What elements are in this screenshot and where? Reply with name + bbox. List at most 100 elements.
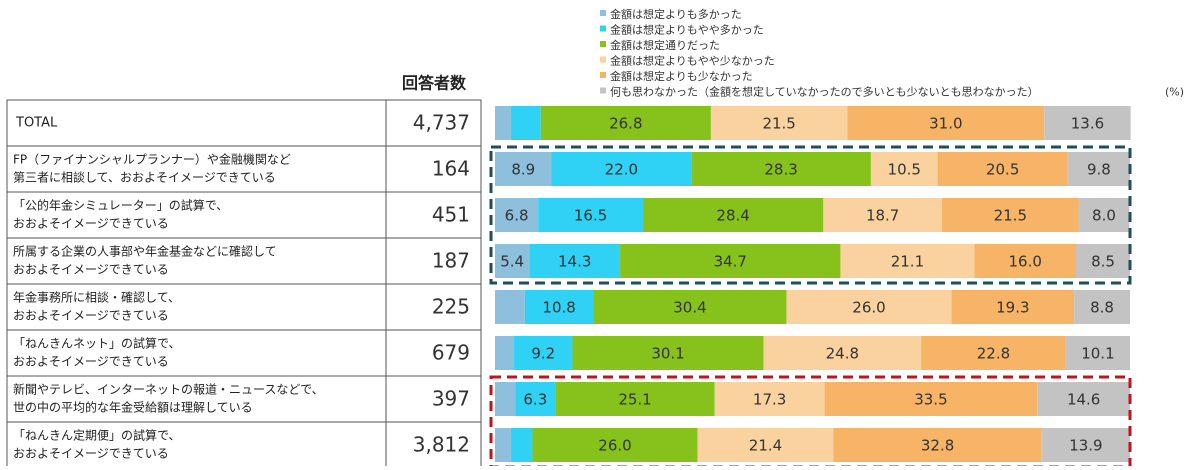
data-label: 26.0 — [852, 299, 885, 317]
data-label: 33.5 — [914, 391, 947, 409]
highlight-box-1 — [489, 145, 1132, 285]
data-label: 21.5 — [762, 115, 795, 133]
bar-segment — [555, 382, 715, 416]
category-label-line: 「ねんきん定期便」の試算で、 — [13, 428, 181, 443]
bar-segment — [840, 244, 975, 278]
category-label-line: 第三者に相談して、おおよそイメージできている — [13, 170, 276, 185]
bar-segment — [847, 106, 1045, 140]
data-label: 34.7 — [714, 253, 747, 271]
bar-segment — [593, 290, 787, 324]
bar-segment — [833, 428, 1042, 462]
data-label: 28.4 — [716, 207, 749, 225]
data-label: 6.8 — [505, 207, 529, 225]
bar-segment — [691, 152, 871, 186]
data-label: 13.9 — [1069, 437, 1102, 455]
data-label: 21.1 — [891, 253, 924, 271]
data-label: 22.0 — [605, 161, 638, 179]
data-label: 16.5 — [574, 207, 607, 225]
category-label-line: 「ねんきんネット」の試算で、 — [13, 336, 181, 351]
category-label-line: おおよそイメージできている — [13, 217, 169, 231]
bar-segment — [495, 152, 552, 186]
data-label: 16.0 — [1009, 253, 1042, 271]
category-label-line: 新聞やテレビ、インターネットの報道・ニュースなどで、 — [13, 382, 324, 397]
data-label: 21.4 — [749, 437, 782, 455]
bar-segment — [620, 244, 841, 278]
data-label: 28.3 — [764, 161, 797, 179]
data-label: 9.2 — [531, 345, 555, 363]
respondent-count: 3,812 — [413, 433, 470, 457]
bar-segment — [921, 336, 1066, 370]
bar-segment — [495, 244, 530, 278]
category-label-line: 世の中の平均的な年金受給額は理解している — [13, 400, 253, 415]
data-label: 30.1 — [651, 345, 684, 363]
bar-segment — [529, 244, 621, 278]
bar-segment — [710, 106, 848, 140]
category-label-line: おおよそイメージできている — [13, 263, 169, 277]
data-label: 24.8 — [826, 345, 859, 363]
bar-segment — [495, 428, 511, 462]
legend-swatch-4 — [600, 56, 606, 63]
bar-segment — [538, 198, 643, 232]
data-label: 26.0 — [598, 437, 631, 455]
bar-segment — [942, 198, 1079, 232]
legend-label-1: 金額は想定よりも多かった — [610, 7, 742, 21]
bar-segment — [1065, 336, 1130, 370]
category-label-line: 年金事務所に相談・確認して、 — [13, 290, 180, 305]
bar-segment — [532, 428, 698, 462]
bar-segment — [870, 152, 938, 186]
bar-segment — [1076, 244, 1130, 278]
bar-segment — [786, 290, 952, 324]
data-label: 10.1 — [1081, 345, 1114, 363]
data-label: 19.3 — [996, 299, 1029, 317]
data-label: 26.8 — [609, 115, 642, 133]
respondent-count: 679 — [432, 341, 470, 365]
data-label: 20.5 — [986, 161, 1019, 179]
legend-swatch-5 — [600, 72, 606, 78]
category-label: TOTAL — [15, 116, 58, 131]
bar-segment — [495, 106, 511, 140]
legend-swatch-2 — [600, 25, 606, 32]
category-label-line: 「公的年金シミュレーター」の試算で、 — [13, 198, 228, 213]
bar-segment — [697, 428, 834, 462]
bar-segment — [1067, 152, 1130, 186]
bar-segment — [495, 336, 515, 370]
respondents-header: 回答者数 — [402, 74, 467, 93]
category-label-line: おおよそイメージできている — [13, 309, 169, 323]
bar-segment — [1041, 428, 1130, 462]
bar-segment — [714, 382, 825, 416]
bar-segment — [524, 290, 594, 324]
data-label: 10.5 — [888, 161, 921, 179]
data-label: 22.8 — [977, 345, 1010, 363]
bar-segment — [540, 106, 711, 140]
bar-segment — [495, 290, 525, 324]
bar-segment — [824, 382, 1038, 416]
bar-segment — [510, 106, 541, 140]
respondent-count: 225 — [432, 295, 470, 319]
respondent-count: 4,737 — [413, 111, 470, 135]
bar-segment — [642, 198, 824, 232]
bar-segment — [974, 244, 1077, 278]
bar-segment — [495, 382, 516, 416]
data-label: 31.0 — [929, 115, 962, 133]
bar-segment — [514, 336, 573, 370]
data-label: 9.8 — [1087, 161, 1111, 179]
legend-label-4: 金額は想定よりもやや少なかった — [610, 54, 775, 68]
bar-segment — [763, 336, 922, 370]
data-label: 25.1 — [618, 391, 651, 409]
respondent-count: 451 — [432, 203, 470, 227]
data-label: 14.3 — [558, 253, 591, 271]
data-label: 17.3 — [753, 391, 786, 409]
respondent-count: 397 — [432, 387, 470, 411]
bar-segment — [1037, 382, 1130, 416]
data-label: 8.0 — [1092, 207, 1116, 225]
respondent-count: 187 — [432, 249, 470, 273]
legend-label-3: 金額は想定通りだった — [610, 38, 720, 52]
bar-segment — [1078, 198, 1130, 232]
unit-label: (%) — [1165, 86, 1184, 99]
bar-segment — [551, 152, 692, 186]
respondent-count: 164 — [432, 157, 470, 181]
bar-segment — [572, 336, 764, 370]
bar-segment — [1044, 106, 1131, 140]
